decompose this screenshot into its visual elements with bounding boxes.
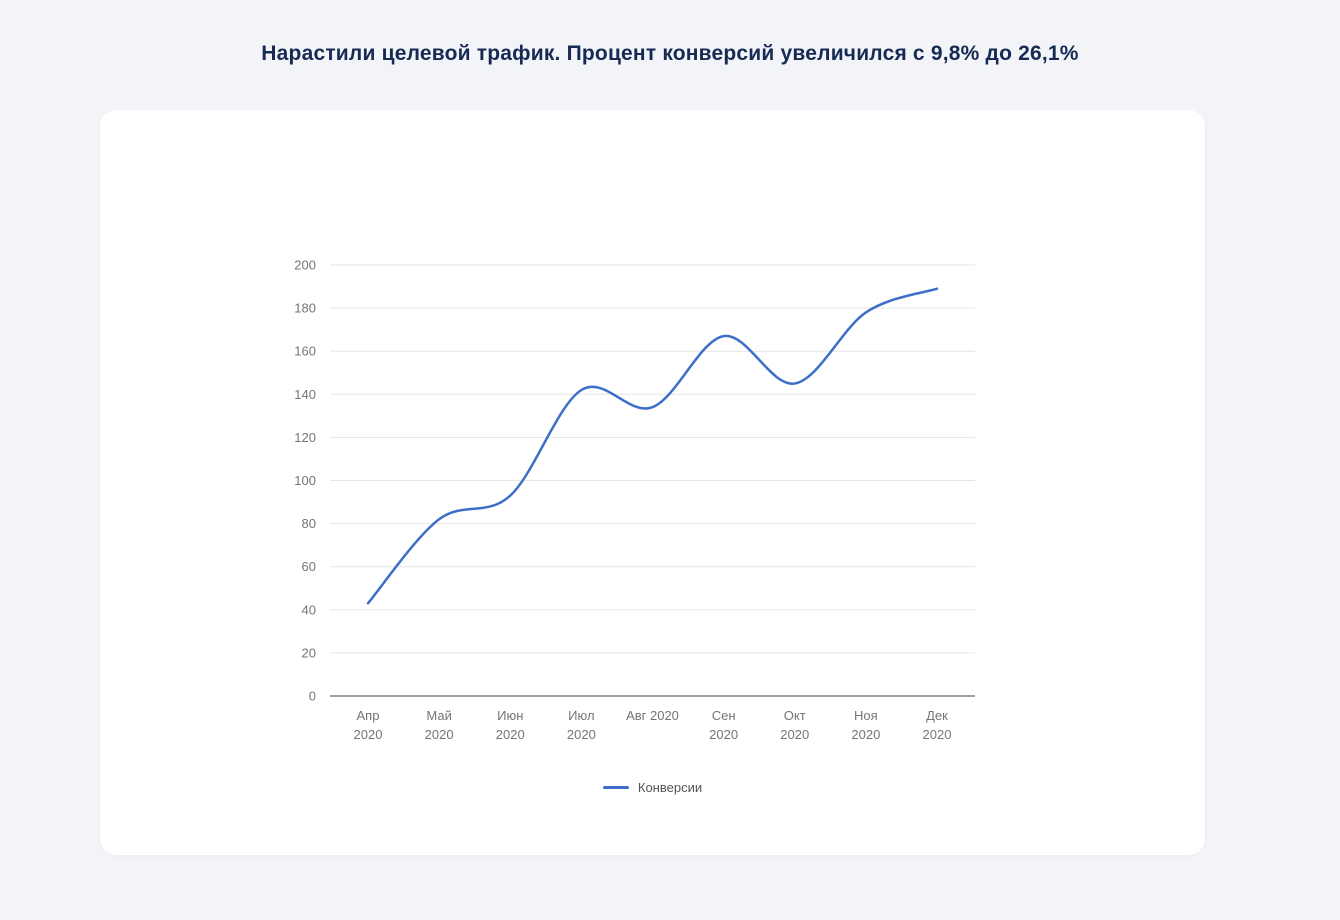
x-axis-label-4: Авг 2020 xyxy=(626,708,679,723)
y-axis-label-100: 100 xyxy=(294,473,316,488)
x-axis-label-2: Июн 2020 xyxy=(496,708,525,742)
y-axis-label-140: 140 xyxy=(294,387,316,402)
legend-line-swatch xyxy=(602,786,629,789)
legend-series-label: Конверсии xyxy=(637,780,703,795)
y-axis-label-60: 60 xyxy=(302,559,316,574)
x-axis-label-1: Май 2020 xyxy=(425,708,454,742)
y-axis-label-180: 180 xyxy=(294,301,316,316)
page-title: Нарастили целевой трафик. Процент конвер… xyxy=(261,42,1079,65)
x-axis-label-7: Ноя 2020 xyxy=(851,708,880,742)
conversions-line-chart: 0 20 40 60 80 100 120 140 160 180 200 Апр 2020 Май 202… xyxy=(100,150,1205,770)
y-axis-label-200: 200 xyxy=(294,258,316,273)
chart-legend: Конверсии xyxy=(100,780,1205,795)
x-axis-label-6: Окт 2020 xyxy=(780,708,809,742)
chart-canvas: 0 20 40 60 80 100 120 140 160 180 200 Апр 2020 Май 202… xyxy=(294,258,975,742)
series-line-conversions xyxy=(366,287,939,605)
chart-card: 0 20 40 60 80 100 120 140 160 180 200 Апр 2020 Май 202… xyxy=(100,110,1205,855)
y-axis-label-120: 120 xyxy=(294,430,316,445)
x-axis-label-3: Июл 2020 xyxy=(567,708,596,742)
y-axis-label-80: 80 xyxy=(302,516,316,531)
x-axis-label-8: Дек 2020 xyxy=(923,708,952,742)
y-axis-label-40: 40 xyxy=(302,602,316,617)
y-axis-label-0: 0 xyxy=(309,689,316,704)
y-axis-label-20: 20 xyxy=(302,645,316,660)
x-axis-label-0: Апр 2020 xyxy=(354,708,383,742)
x-axis-label-5: Сен 2020 xyxy=(709,708,738,742)
y-axis-label-160: 160 xyxy=(294,344,316,359)
